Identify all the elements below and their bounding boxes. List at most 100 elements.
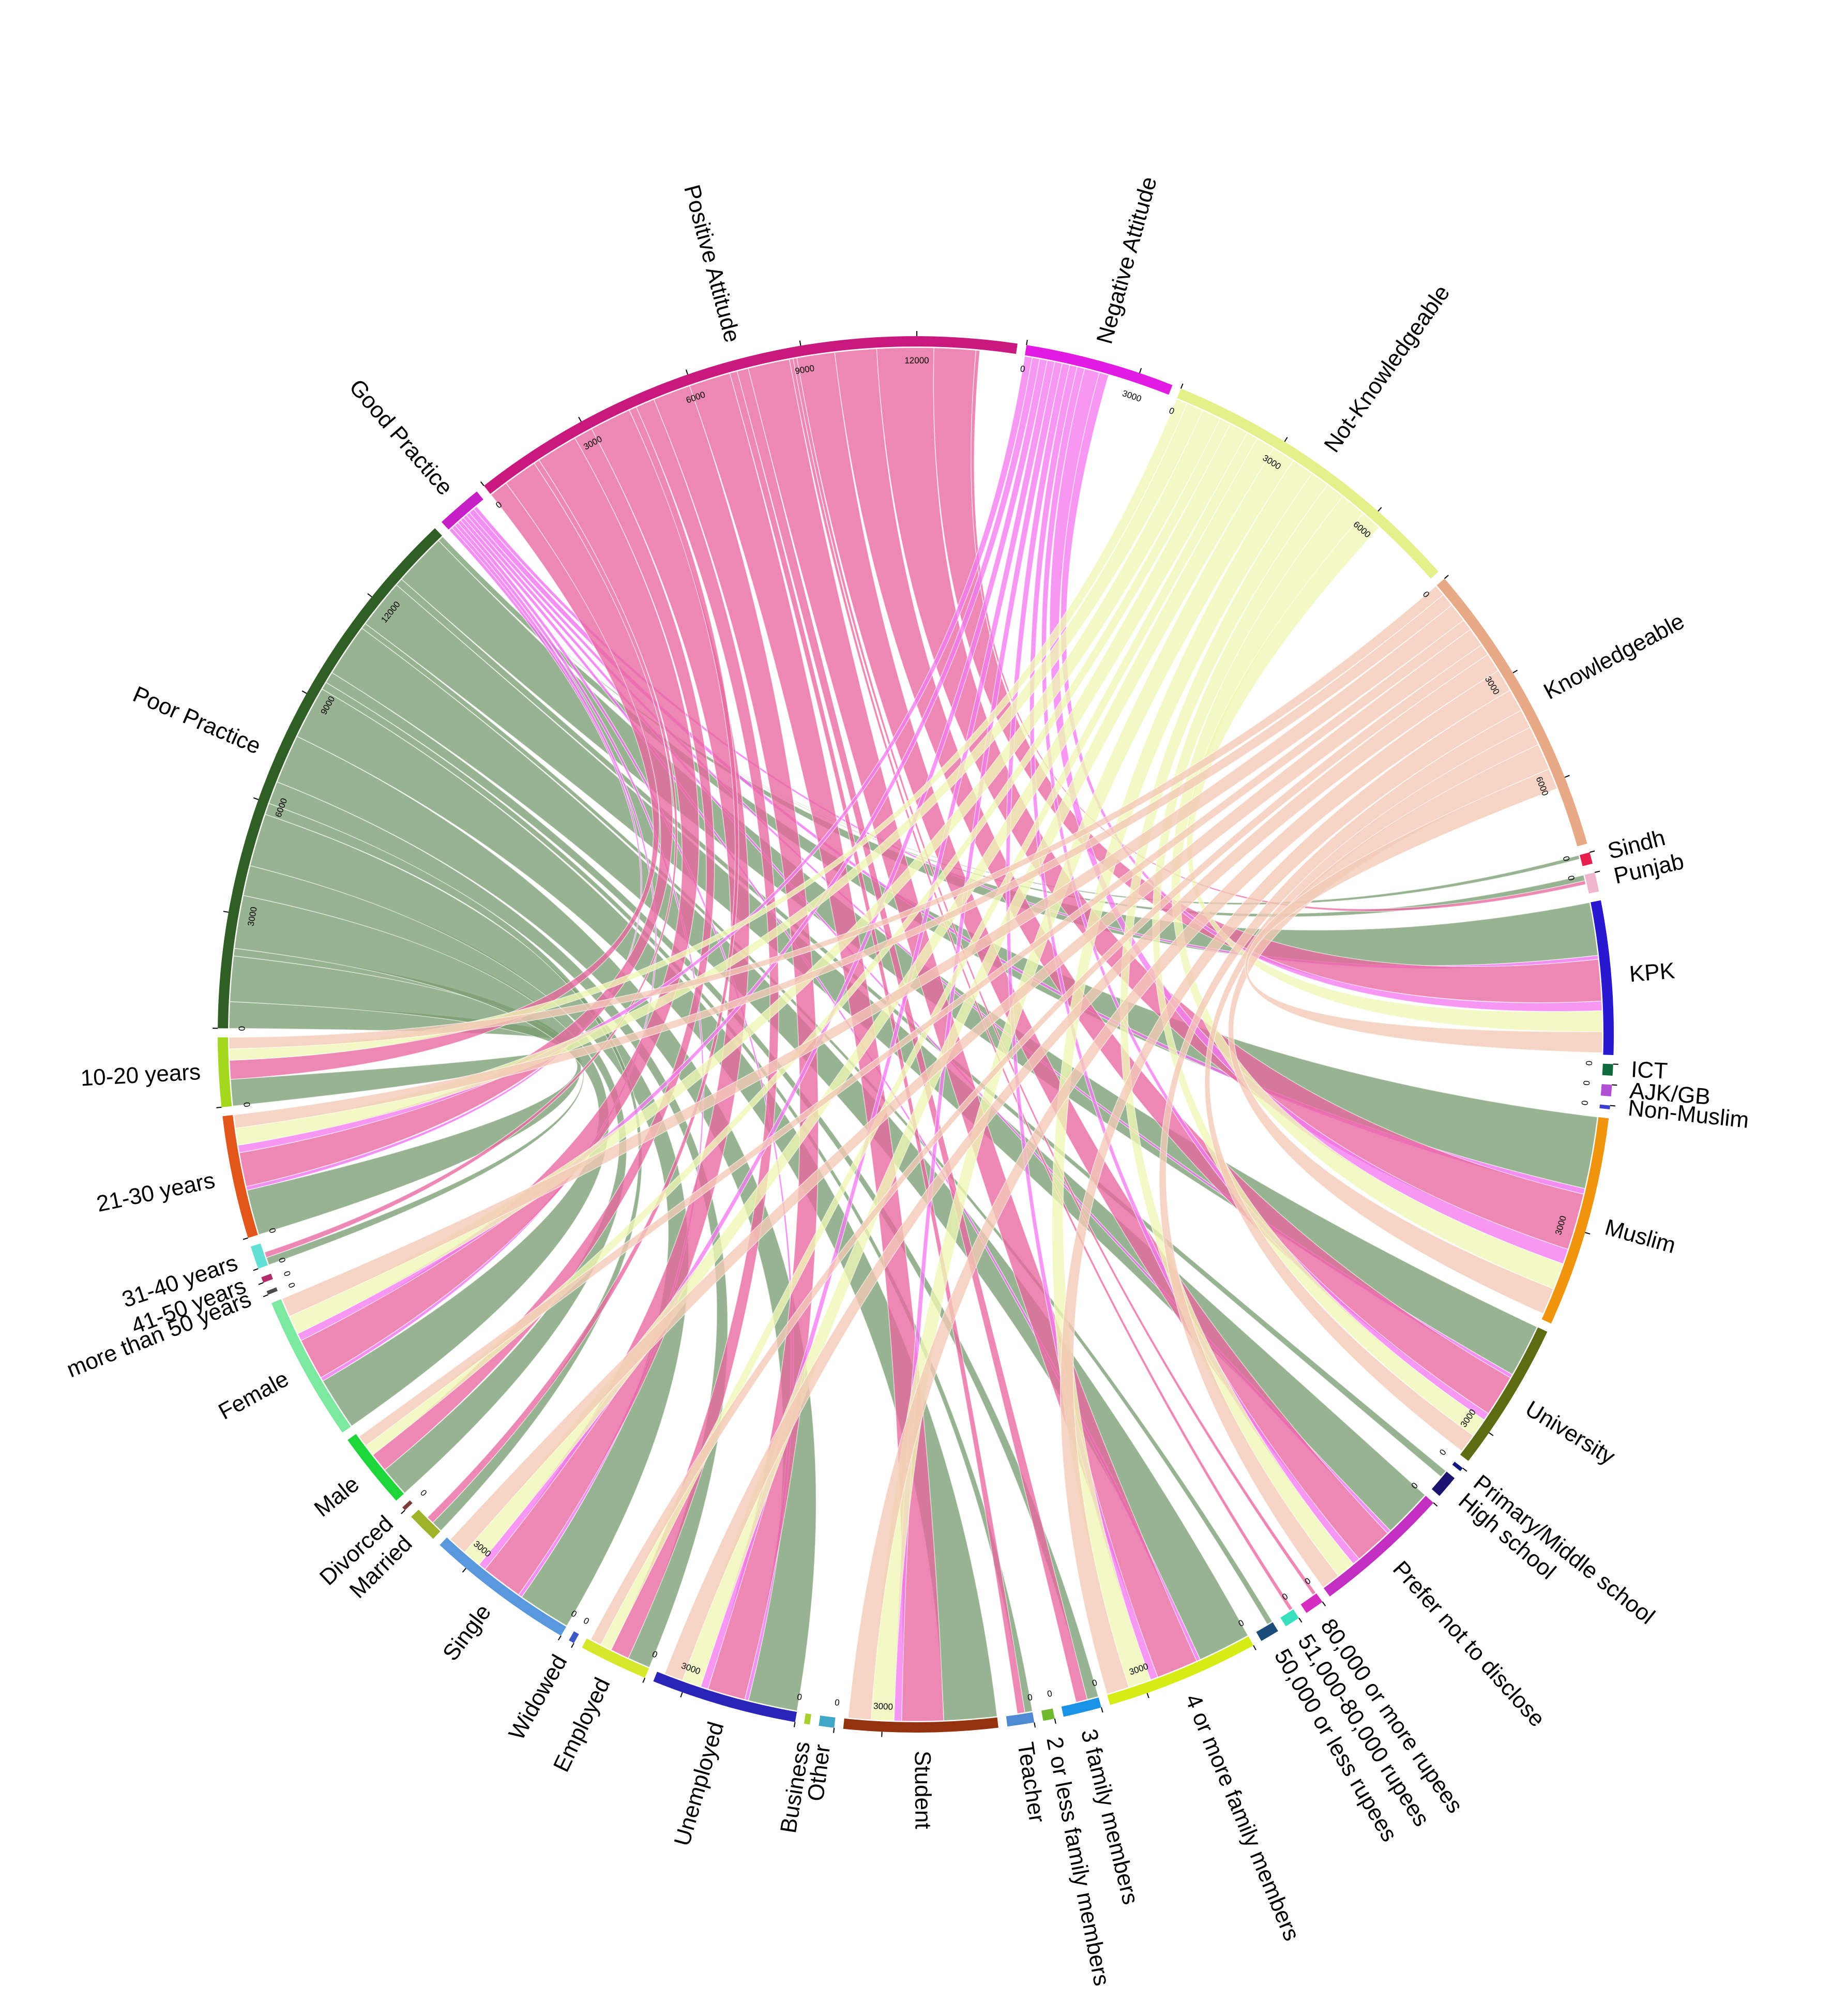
- tick-label-primary-middle-school-0: 0: [1437, 1448, 1448, 1457]
- tick-label-41-50-years-0: 0: [281, 1270, 292, 1278]
- tick-mark-21-30-years-0: [243, 1237, 248, 1240]
- segment-31-40-years: [250, 1243, 268, 1269]
- tick-mark-2-or-less-family-members-0: [1054, 1718, 1056, 1724]
- ribbon-positive-attitude-to-student: [689, 372, 944, 1722]
- tick-mark-unemployed-0: [793, 1722, 796, 1727]
- ribbon-knowledgeable-to-10-20-years: [229, 585, 1444, 1049]
- segment-divorced: [402, 1500, 413, 1511]
- tick-label-ict-0: 0: [1584, 1060, 1594, 1065]
- tick-mark-teacher-0: [1034, 1722, 1036, 1728]
- tick-label-widowed-0: 0: [582, 1616, 591, 1627]
- tick-mark-41-50-years-0: [258, 1282, 264, 1285]
- tick-mark-divorced-0: [401, 1510, 405, 1514]
- ribbon-knowledgeable-to-kpk: [1245, 769, 1603, 1054]
- segment-punjab: [1584, 872, 1599, 894]
- segment-single: [440, 1537, 567, 1636]
- ribbon-poor-practice-to-unemployed: [277, 735, 817, 1711]
- ribbon-positive-attitude-to-male: [372, 428, 715, 1471]
- ribbons-layer: [229, 347, 1603, 1722]
- tick-mark-not-knowledgeable-3000: [1284, 437, 1288, 442]
- ribbon-not-knowledgeable-to-4-or-more-family-members: [1051, 460, 1313, 1688]
- ribbon-positive-attitude-to-prefer-not-to-disclose: [796, 352, 1388, 1560]
- ribbon-knowledgeable-to-4-or-more-family-members: [1059, 689, 1522, 1695]
- label-university: University: [1521, 1396, 1619, 1469]
- label-positive-attitude: Positive Attitude: [679, 182, 745, 345]
- ribbon-positive-attitude-to-female: [300, 438, 700, 1378]
- ribbon-positive-attitude-to-51000-80000-rupees: [789, 358, 1294, 1612]
- ribbon-negative-attitude-to-student: [894, 361, 1063, 1722]
- segment-2-or-less-family-members: [1041, 1708, 1055, 1721]
- label-widowed: Widowed: [504, 1650, 572, 1744]
- ribbon-not-knowledgeable-to-employed: [600, 432, 1258, 1651]
- label-negative-attitude: Negative Attitude: [1092, 174, 1162, 347]
- segment-prefer-not-to-disclose: [1323, 1496, 1434, 1597]
- tick-mark-more-than-50-years-0: [263, 1294, 268, 1298]
- tick-mark-51000-80000-rupees-0: [1298, 1617, 1303, 1623]
- tick-label-non-muslim-0: 0: [1580, 1100, 1590, 1106]
- label-21-30-years: 21-30 years: [94, 1167, 217, 1216]
- segment-21-30-years: [222, 1115, 258, 1238]
- ribbon-not-knowledgeable-to-10-20-years: [229, 398, 1188, 1061]
- segment-unemployed: [653, 1672, 797, 1722]
- ribbon-poor-practice-to-kpk: [442, 536, 1599, 967]
- label-poor-practice: Poor Practice: [129, 682, 265, 759]
- segment-male: [347, 1434, 404, 1501]
- segment-employed: [582, 1638, 649, 1678]
- tick-label-80000-or-more-rupees-0: 0: [1303, 1576, 1313, 1587]
- tick-mark-positive-attitude-3000: [578, 416, 582, 422]
- tick-label-negative-attitude-0: 0: [1020, 364, 1026, 374]
- segment-kpk: [1591, 900, 1614, 1055]
- tick-mark-negative-attitude-0: [1026, 340, 1028, 345]
- segment-80000-or-more-rupees: [1300, 1593, 1323, 1613]
- segment-10-20-years: [218, 1037, 232, 1107]
- tick-mark-university-3000: [1489, 1432, 1494, 1436]
- ribbon-not-knowledgeable-to-21-30-years: [235, 403, 1204, 1146]
- ribbon-negative-attitude-to-21-30-years: [237, 355, 1033, 1153]
- tick-label-positive-attitude-12000: 12000: [904, 355, 929, 365]
- segment-widowed: [569, 1631, 579, 1644]
- label-ict: ICT: [1630, 1057, 1668, 1084]
- ribbon-knowledgeable-to-21-30-years: [233, 594, 1452, 1129]
- tick-mark-positive-attitude-0: [480, 481, 485, 486]
- ribbon-knowledgeable-to-employed: [590, 644, 1489, 1646]
- ribbon-positive-attitude-to-unemployed: [653, 385, 819, 1701]
- segment-more-than-50-years: [266, 1287, 278, 1295]
- tick-label-other-0: 0: [834, 1697, 840, 1708]
- segment-41-50-years: [261, 1273, 273, 1283]
- tick-mark-primary-middle-school-0: [1462, 1467, 1467, 1472]
- ribbon-positive-attitude-to-teacher: [729, 370, 1025, 1714]
- ribbon-knowledgeable-to-male: [358, 620, 1471, 1447]
- tick-label-poor-practice-0: 0: [237, 1026, 247, 1031]
- tick-mark-negative-attitude-3000: [1139, 368, 1142, 373]
- tick-mark-ajk-gb-0: [1612, 1084, 1617, 1086]
- tick-label-divorced-0: 0: [418, 1488, 429, 1498]
- tick-label-more-than-50-years-0: 0: [286, 1281, 297, 1289]
- tick-mark-poor-practice-12000: [367, 593, 372, 597]
- ribbon-not-knowledgeable-to-university: [1152, 484, 1485, 1436]
- tick-mark-10-20-years-0: [216, 1106, 222, 1108]
- segment-other: [819, 1716, 836, 1728]
- tick-mark-single-0: [557, 1635, 562, 1641]
- ribbon-good-practice-to-single: [454, 522, 705, 1598]
- ribbon-poor-practice-to-muslim: [438, 536, 1598, 1190]
- ribbon-knowledgeable-to-unemployed: [664, 654, 1499, 1681]
- tick-label-ajk-gb-0: 0: [1582, 1080, 1592, 1086]
- tick-mark-punjab-0: [1594, 870, 1600, 873]
- segment-not-knowledgeable: [1177, 388, 1439, 579]
- ribbon-not-knowledgeable-to-male: [365, 418, 1231, 1456]
- label-employed: Employed: [549, 1674, 615, 1776]
- segment-non-muslim: [1599, 1104, 1610, 1109]
- tick-mark-sindh-0: [1589, 850, 1595, 853]
- ribbon-positive-attitude-to-31-40-years: [264, 459, 678, 1258]
- segment-sindh: [1580, 852, 1593, 866]
- tick-mark-positive-attitude-9000: [799, 340, 801, 346]
- label-primary-middle-school: Primary/Middle school: [1469, 1470, 1660, 1629]
- segment-teacher: [1006, 1712, 1035, 1727]
- segment-51000-80000-rupees: [1280, 1609, 1299, 1627]
- ribbon-negative-attitude-to-unemployed: [700, 359, 1055, 1690]
- ribbon-not-knowledgeable-to-female: [289, 410, 1221, 1334]
- label-knowledgeable: Knowledgeable: [1539, 608, 1688, 704]
- segment-high-school: [1431, 1471, 1455, 1496]
- segment-muslim: [1541, 1117, 1609, 1324]
